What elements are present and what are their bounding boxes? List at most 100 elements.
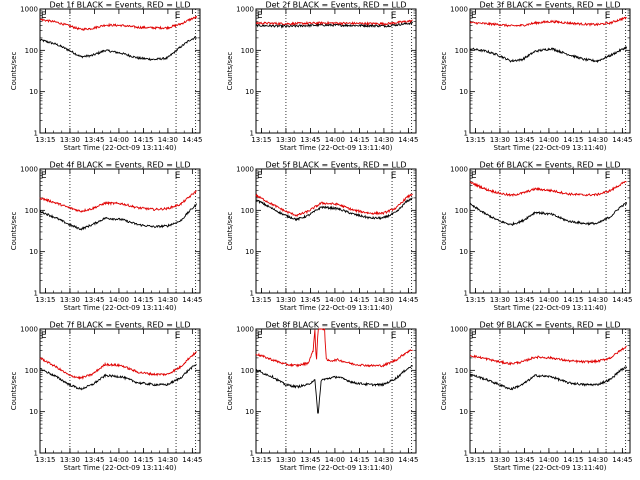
panel-title: Det 5f BLACK = Events, RED = LLD [265, 161, 406, 170]
x-tick-label: 14:15 [133, 456, 153, 464]
corner-mark: E [175, 11, 181, 21]
events-series-line [469, 366, 628, 391]
y-tick-label: 1 [250, 130, 254, 138]
corner-mark: E [471, 331, 477, 341]
x-tick-label: 14:45 [612, 456, 632, 464]
corner-mark: E [257, 331, 263, 341]
y-tick-label: 1 [250, 450, 254, 458]
x-tick-label: 14:45 [182, 136, 202, 144]
x-tick-label: 13:15 [251, 296, 271, 304]
y-tick-label: 100 [241, 47, 254, 55]
corner-mark: E [605, 331, 611, 341]
corner-mark: E [175, 171, 181, 181]
x-tick-label: 13:45 [514, 136, 534, 144]
plot-frame [39, 8, 201, 134]
corner-mark: E [391, 171, 397, 181]
plot-frame [39, 168, 201, 294]
lld-series-line [469, 345, 627, 366]
x-tick-label: 14:15 [563, 296, 583, 304]
x-tick-label: 14:30 [588, 296, 608, 304]
x-tick-label: 14:45 [398, 456, 418, 464]
plot-frame [255, 328, 417, 454]
y-tick-label: 1000 [20, 166, 38, 174]
y-axis-label: Counts/sec [440, 52, 448, 91]
y-tick-label: 100 [241, 207, 254, 215]
corner-mark: E [391, 331, 397, 341]
y-tick-label: 10 [245, 408, 254, 416]
y-axis-label: Counts/sec [440, 212, 448, 251]
y-tick-label: 1000 [450, 326, 468, 334]
x-axis-label: Start Time (22-Oct-09 13:11:40) [64, 144, 177, 152]
events-series-line [469, 202, 628, 226]
y-tick-label: 1 [464, 290, 468, 298]
plot-frame [469, 328, 631, 454]
x-tick-label: 13:15 [465, 456, 485, 464]
events-series-line [39, 364, 197, 391]
corner-mark: E [41, 331, 47, 341]
x-tick-label: 14:00 [325, 456, 345, 464]
x-tick-label: 14:00 [109, 296, 129, 304]
x-tick-label: 13:30 [60, 456, 80, 464]
x-tick-label: 13:45 [300, 296, 320, 304]
events-series-line [255, 21, 413, 29]
y-axis-label: Counts/sec [226, 52, 234, 91]
y-tick-label: 100 [25, 367, 38, 375]
lld-series-line [39, 351, 197, 380]
x-tick-label: 13:15 [465, 136, 485, 144]
x-tick-label: 13:30 [490, 136, 510, 144]
x-axis-label: Start Time (22-Oct-09 13:11:40) [64, 464, 177, 472]
lld-series-line [255, 19, 413, 27]
corner-mark: E [257, 171, 263, 181]
x-tick-label: 13:45 [300, 136, 320, 144]
plot-frame [469, 8, 631, 134]
x-tick-label: 14:30 [158, 296, 178, 304]
x-tick-label: 13:30 [276, 456, 296, 464]
x-tick-label: 14:00 [325, 136, 345, 144]
y-tick-label: 10 [245, 88, 254, 96]
y-tick-label: 1000 [236, 326, 254, 334]
plot-frame [255, 168, 417, 294]
x-tick-label: 13:45 [514, 296, 534, 304]
y-tick-label: 1000 [236, 166, 254, 174]
corner-mark: E [391, 11, 397, 21]
y-tick-label: 1000 [20, 326, 38, 334]
panel-title: Det 1f BLACK = Events, RED = LLD [49, 1, 190, 10]
x-tick-label: 14:30 [588, 136, 608, 144]
events-series-line [255, 197, 413, 222]
x-tick-label: 14:45 [398, 136, 418, 144]
plot-frame [39, 328, 201, 454]
panel-title: Det 8f BLACK = Events, RED = LLD [265, 321, 406, 330]
plot-frame [469, 168, 631, 294]
x-axis-label: Start Time (22-Oct-09 13:11:40) [280, 304, 393, 312]
x-tick-label: 13:15 [251, 456, 271, 464]
x-tick-label: 14:00 [539, 296, 559, 304]
x-tick-label: 14:00 [325, 296, 345, 304]
x-tick-label: 14:45 [612, 136, 632, 144]
corner-mark: E [175, 331, 181, 341]
y-tick-label: 10 [459, 248, 468, 256]
x-tick-label: 13:15 [35, 296, 55, 304]
x-tick-label: 14:15 [133, 136, 153, 144]
y-tick-label: 100 [241, 367, 254, 375]
y-tick-label: 1 [34, 290, 38, 298]
y-tick-label: 1000 [236, 6, 254, 14]
y-tick-label: 100 [455, 207, 468, 215]
x-tick-label: 13:15 [35, 136, 55, 144]
x-tick-label: 13:30 [60, 136, 80, 144]
y-tick-label: 1 [34, 130, 38, 138]
x-tick-label: 14:15 [563, 136, 583, 144]
x-axis-label: Start Time (22-Oct-09 13:11:40) [494, 304, 607, 312]
corner-mark: E [41, 11, 47, 21]
y-tick-label: 1000 [20, 6, 38, 14]
x-tick-label: 13:15 [465, 296, 485, 304]
y-tick-label: 10 [29, 88, 38, 96]
y-tick-label: 1 [250, 290, 254, 298]
y-axis-label: Counts/sec [10, 372, 18, 411]
panel-title: Det 6f BLACK = Events, RED = LLD [479, 161, 620, 170]
